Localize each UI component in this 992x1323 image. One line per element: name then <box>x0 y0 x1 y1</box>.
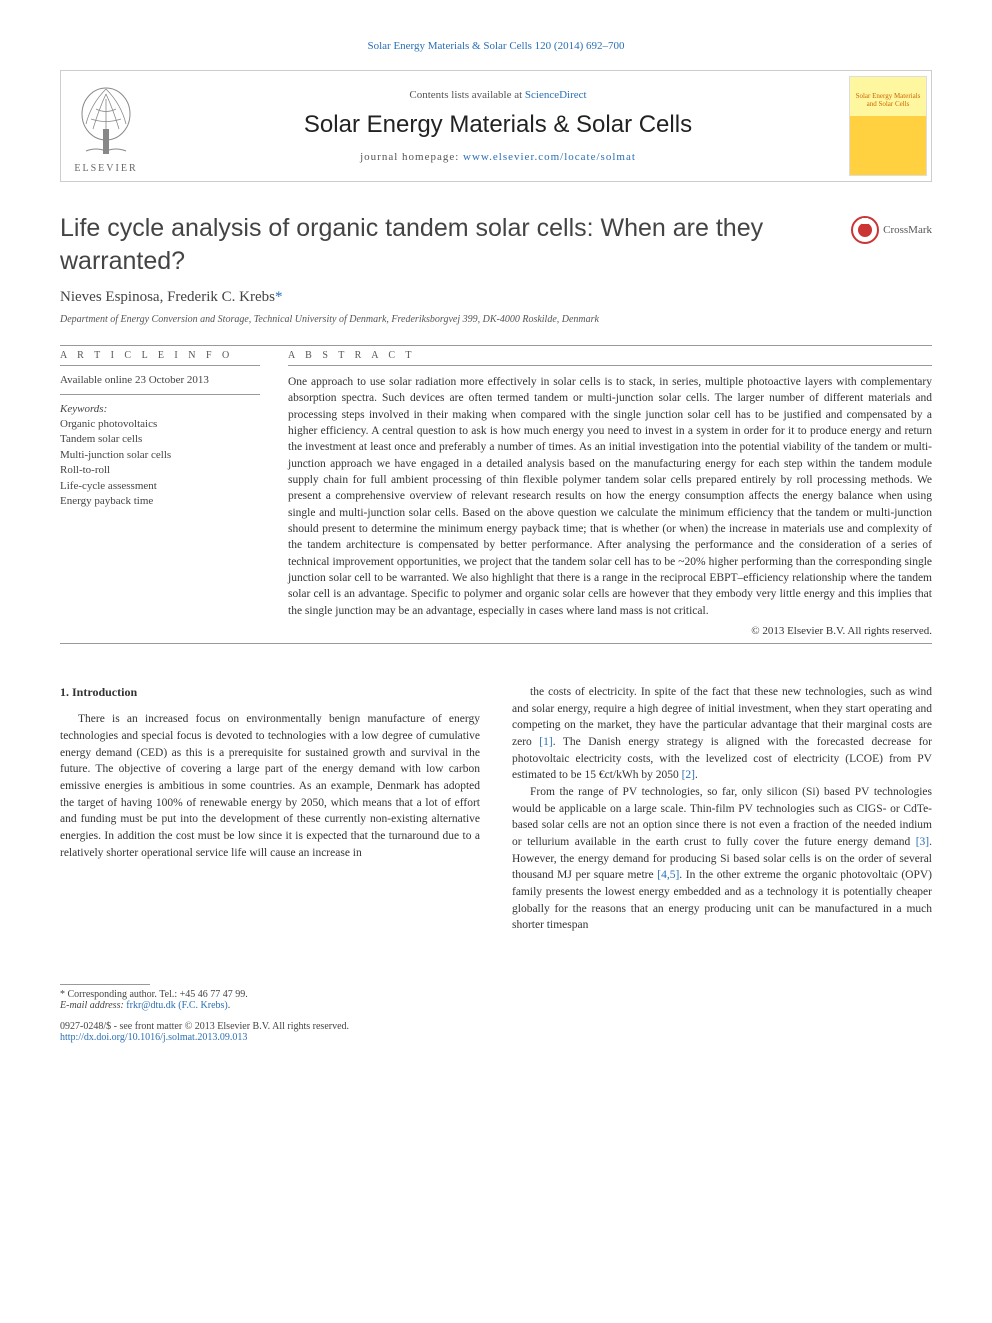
keyword-item: Tandem solar cells <box>60 432 260 447</box>
contents-available-line: Contents lists available at ScienceDirec… <box>151 89 845 101</box>
body-text: . <box>695 769 698 781</box>
keyword-item: Multi-junction solar cells <box>60 448 260 463</box>
journal-citation-link[interactable]: Solar Energy Materials & Solar Cells 120… <box>367 40 624 52</box>
reference-link[interactable]: [2] <box>682 769 695 781</box>
article-title: Life cycle analysis of organic tandem so… <box>60 212 831 277</box>
elsevier-logo: ELSEVIER <box>61 71 151 181</box>
doi-link[interactable]: http://dx.doi.org/10.1016/j.solmat.2013.… <box>60 1032 247 1043</box>
crossmark-icon <box>851 216 879 244</box>
body-paragraph: There is an increased focus on environme… <box>60 711 480 861</box>
available-online: Available online 23 October 2013 <box>60 374 260 386</box>
body-paragraph: From the range of PV technologies, so fa… <box>512 784 932 934</box>
abstract-divider <box>288 365 932 366</box>
crossmark-badge[interactable]: CrossMark <box>851 216 932 244</box>
email-label: E-mail address: <box>60 1000 126 1011</box>
info-abstract-row: A R T I C L E I N F O Available online 2… <box>60 350 932 637</box>
elsevier-tree-icon <box>71 79 141 159</box>
top-divider <box>60 345 932 346</box>
title-row: Life cycle analysis of organic tandem so… <box>60 212 932 277</box>
authors-names: Nieves Espinosa, Frederik C. Krebs <box>60 289 275 305</box>
keyword-item: Organic photovoltaics <box>60 417 260 432</box>
keyword-item: Life-cycle assessment <box>60 479 260 494</box>
article-info-header: A R T I C L E I N F O <box>60 350 260 361</box>
reference-link[interactable]: [1] <box>539 736 552 748</box>
body-columns: 1. Introduction There is an increased fo… <box>60 684 932 934</box>
body-text: . The Danish energy strategy is aligned … <box>512 736 932 781</box>
footnotes: * Corresponding author. Tel.: +45 46 77 … <box>60 984 470 1043</box>
abstract-copyright: © 2013 Elsevier B.V. All rights reserved… <box>288 625 932 637</box>
bottom-divider <box>60 643 932 644</box>
article-info-column: A R T I C L E I N F O Available online 2… <box>60 350 260 637</box>
journal-citation-header: Solar Energy Materials & Solar Cells 120… <box>60 40 932 52</box>
keyword-item: Energy payback time <box>60 494 260 509</box>
corresponding-author-footnote: * Corresponding author. Tel.: +45 46 77 … <box>60 989 470 1000</box>
doi-line: http://dx.doi.org/10.1016/j.solmat.2013.… <box>60 1032 470 1043</box>
keywords-header: Keywords: <box>60 403 260 415</box>
affiliation: Department of Energy Conversion and Stor… <box>60 314 932 325</box>
homepage-prefix: journal homepage: <box>360 151 463 163</box>
authors-line: Nieves Espinosa, Frederik C. Krebs* <box>60 289 932 306</box>
keyword-item: Roll-to-roll <box>60 463 260 478</box>
header-center: Contents lists available at ScienceDirec… <box>151 81 845 171</box>
cover-thumb-text: Solar Energy Materials and Solar Cells <box>854 93 922 108</box>
body-column-left: 1. Introduction There is an increased fo… <box>60 684 480 934</box>
reference-link[interactable]: [3] <box>916 836 929 848</box>
abstract-text: One approach to use solar radiation more… <box>288 374 932 619</box>
corresponding-author-marker: * <box>275 289 283 305</box>
journal-cover-thumbnail: Solar Energy Materials and Solar Cells <box>849 76 927 176</box>
crossmark-label: CrossMark <box>883 224 932 236</box>
article-info-divider-2 <box>60 394 260 395</box>
body-paragraph: the costs of electricity. In spite of th… <box>512 684 932 784</box>
introduction-header: 1. Introduction <box>60 684 480 701</box>
abstract-header: A B S T R A C T <box>288 350 932 361</box>
journal-name: Solar Energy Materials & Solar Cells <box>151 111 845 139</box>
journal-header-box: ELSEVIER Contents lists available at Sci… <box>60 70 932 182</box>
author-email-link[interactable]: frkr@dtu.dk (F.C. Krebs) <box>126 1000 227 1011</box>
body-text: From the range of PV technologies, so fa… <box>512 786 932 848</box>
journal-homepage-line: journal homepage: www.elsevier.com/locat… <box>151 151 845 163</box>
elsevier-wordmark: ELSEVIER <box>74 163 137 174</box>
email-line: E-mail address: frkr@dtu.dk (F.C. Krebs)… <box>60 1000 470 1011</box>
issn-line: 0927-0248/$ - see front matter © 2013 El… <box>60 1021 470 1032</box>
article-info-divider-1 <box>60 365 260 366</box>
contents-prefix: Contents lists available at <box>409 89 524 101</box>
journal-homepage-link[interactable]: www.elsevier.com/locate/solmat <box>463 151 636 163</box>
body-column-right: the costs of electricity. In spite of th… <box>512 684 932 934</box>
footnote-divider <box>60 984 150 985</box>
reference-link[interactable]: [4,5] <box>657 869 679 881</box>
sciencedirect-link[interactable]: ScienceDirect <box>525 89 587 101</box>
abstract-column: A B S T R A C T One approach to use sola… <box>288 350 932 637</box>
